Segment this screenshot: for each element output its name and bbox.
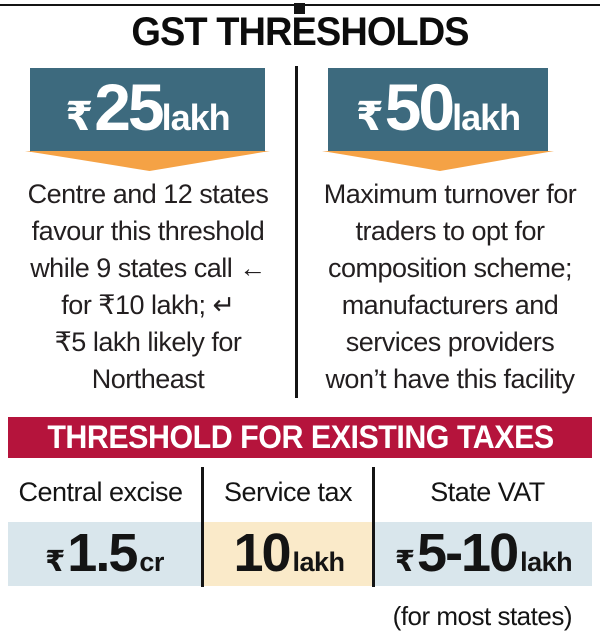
table-divider (372, 467, 375, 587)
description-line: traders to opt for (355, 216, 545, 246)
rupee-icon: ₹ (355, 95, 384, 139)
column-header-state-vat: State VAT (430, 476, 545, 507)
description-line: won’t have this facility (325, 364, 575, 394)
threshold-amount: 50 (384, 70, 455, 144)
tax-threshold-value: 1.5 (67, 523, 138, 583)
description-line: services providers (345, 327, 555, 357)
rupee-icon: ₹ (394, 546, 416, 578)
description-line: ₹5 lakh likely for (54, 327, 242, 357)
section-divider-ornament (294, 3, 305, 14)
existing-taxes-banner: THRESHOLD FOR EXISTING TAXES (8, 417, 592, 458)
column-header-service-tax: Service tax (223, 476, 353, 507)
column-divider (295, 66, 298, 398)
threshold-unit: lakh (161, 97, 231, 138)
threshold-box-50-lakh: ₹ 50 lakh (328, 68, 548, 152)
description-line: composition scheme; (327, 253, 573, 283)
description-line: Centre and 12 states (27, 179, 269, 209)
description-line: for ₹10 lakh; ↵ (61, 290, 235, 320)
description-line: Maximum turnover for (323, 179, 577, 209)
description-line: while 9 states call ← (30, 253, 266, 283)
tax-threshold-value: 5-10 (417, 523, 519, 583)
table-divider (201, 467, 204, 587)
existing-taxes-banner-label: THRESHOLD FOR EXISTING TAXES (46, 419, 554, 455)
tax-threshold-unit: cr (139, 547, 164, 577)
page-title: GST THRESHOLDS (131, 10, 469, 54)
tax-threshold-unit: lakh (292, 547, 346, 577)
threshold-50-description: Maximum turnover for traders to opt for … (302, 176, 598, 398)
state-vat-footnote: (for most states) (392, 601, 573, 631)
orange-swoosh (25, 151, 270, 172)
tax-threshold-value: 10 (233, 523, 291, 583)
value-cell-state-vat: ₹ 5-10 lakh (375, 522, 592, 586)
orange-swoosh (322, 151, 554, 172)
rupee-icon: ₹ (45, 546, 66, 578)
threshold-box-25-lakh: ₹ 25 lakh (30, 68, 265, 152)
threshold-unit: lakh (452, 97, 521, 138)
description-line: Northeast (91, 364, 205, 394)
threshold-25-description: Centre and 12 states favour this thresho… (2, 176, 294, 398)
description-line: manufacturers and (341, 290, 559, 320)
rupee-icon: ₹ (65, 95, 94, 139)
column-header-central-excise: Central excise (18, 476, 183, 507)
value-cell-service-tax: 10 lakh (204, 522, 372, 586)
tax-threshold-unit: lakh (520, 547, 573, 577)
threshold-amount: 25 (94, 70, 164, 144)
description-line: favour this threshold (31, 216, 265, 246)
value-cell-central-excise: ₹ 1.5 cr (8, 522, 201, 586)
